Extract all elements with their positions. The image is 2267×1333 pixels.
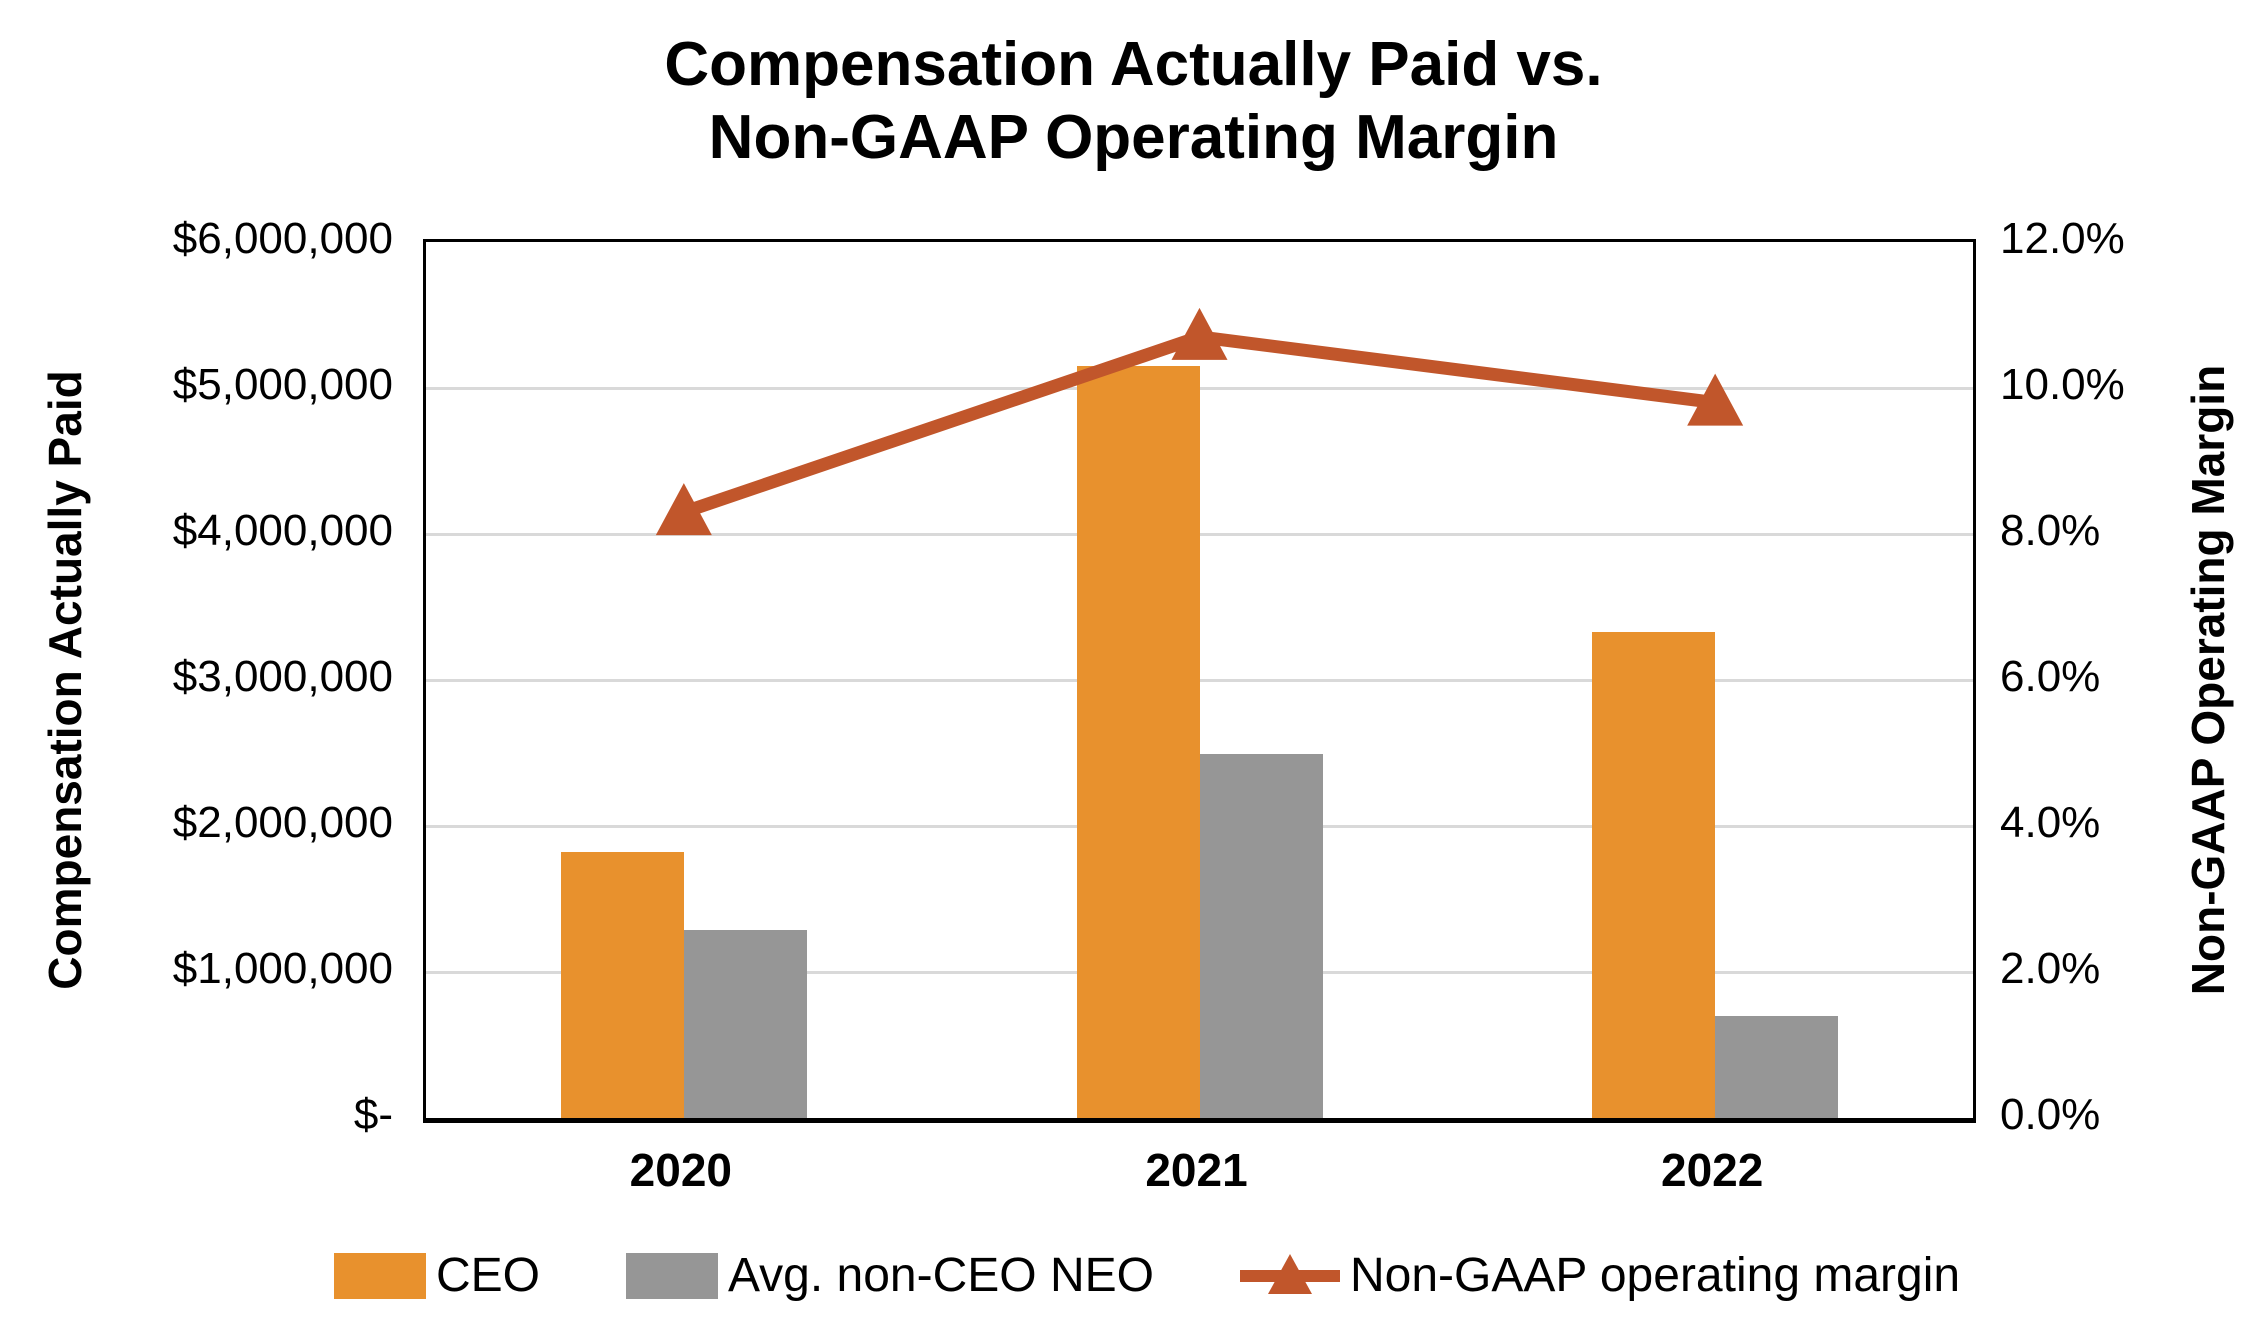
bar-neo-2021 [1199,754,1323,1118]
legend: CEO Avg. non-CEO NEO Non-GAAP operating … [334,1244,1960,1308]
left-tick-label: $4,000,000 [172,506,393,555]
legend-item-neo: Avg. non-CEO NEO [626,1250,1154,1302]
triangle-marker-2020 [655,483,712,536]
legend-label-neo: Avg. non-CEO NEO [728,1249,1154,1302]
right-tick-label: 10.0% [2000,360,2125,409]
bar-neo-2020 [683,929,807,1118]
right-tick-label: 8.0% [2000,506,2101,555]
plot-area [423,239,1976,1123]
left-tick-label: $2,000,000 [172,798,393,847]
right-tick-label: 4.0% [2000,798,2101,847]
legend-label-ceo: CEO [436,1249,541,1302]
right-tick-label: 6.0% [2000,652,2101,701]
gridline [426,533,1973,536]
gridline [426,679,1973,682]
chart-title-line2: Non-GAAP Operating Margin [708,103,1559,173]
legend-label-margin: Non-GAAP operating margin [1349,1249,1961,1302]
left-tick-label: $6,000,000 [172,214,393,263]
x-tick-label-2021: 2021 [1145,1144,1248,1196]
x-tick-label-2020: 2020 [629,1144,732,1196]
gridline [426,387,1973,390]
right-tick-label: 0.0% [2000,1090,2101,1139]
right-tick-label: 12.0% [2000,214,2125,263]
left-tick-label: $1,000,000 [172,944,393,993]
triangle-marker-2021 [1171,307,1228,360]
left-tick-label: $3,000,000 [172,652,393,701]
bar-ceo-2021 [1076,366,1200,1118]
left-tick-label: $- [353,1090,393,1139]
left-tick-label: $5,000,000 [172,360,393,409]
neo-swatch-icon [626,1253,719,1299]
bar-ceo-2020 [560,852,684,1118]
chart-title-line1: Compensation Actually Paid vs. [664,30,1603,99]
bar-neo-2022 [1715,1015,1839,1118]
legend-item-margin: Non-GAAP operating margin [1239,1249,1961,1302]
margin-line [681,330,1717,519]
margin-line-layer [655,307,1744,536]
triangle-marker-2022 [1687,373,1744,426]
right-tick-label: 2.0% [2000,944,2101,993]
chart-title: Compensation Actually Paid vs. Non-GAAP … [0,28,2267,174]
legend-item-ceo: CEO [334,1250,540,1302]
line-triangle-marker-icon [1239,1254,1340,1294]
ceo-swatch-icon [334,1253,426,1299]
x-tick-label-2022: 2022 [1660,1144,1764,1196]
bar-ceo-2022 [1592,631,1716,1118]
